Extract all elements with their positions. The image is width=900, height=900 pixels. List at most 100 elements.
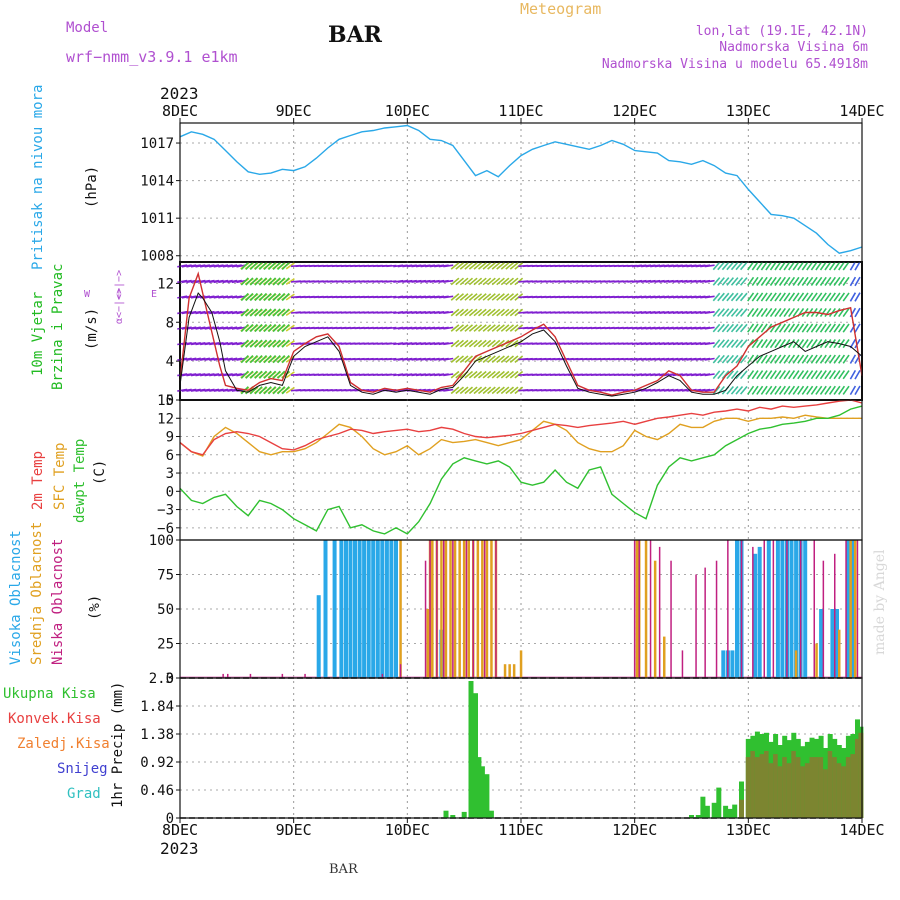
wind-barb xyxy=(751,307,759,318)
wind-barb xyxy=(792,292,800,302)
x-tick-label-bottom: 12DEC xyxy=(612,821,657,839)
wind-barb xyxy=(258,386,268,395)
wind-barb xyxy=(450,370,460,379)
x-tick-label-top: 14DEC xyxy=(839,102,884,120)
cloud-bar-0 xyxy=(389,540,394,678)
wind-barb xyxy=(245,261,254,270)
wind-barb xyxy=(854,323,861,333)
wind-barb-zone xyxy=(631,264,715,392)
wind-barb xyxy=(455,339,465,348)
wind-barb xyxy=(721,261,730,271)
wind-barb xyxy=(774,292,782,302)
wind-barb xyxy=(769,307,777,318)
precip-convective-bar xyxy=(818,757,824,818)
wind-barb xyxy=(721,339,730,349)
wind-barb xyxy=(491,355,501,364)
wind-barb xyxy=(730,308,739,317)
wind-barb xyxy=(730,277,739,286)
wind-barb xyxy=(272,323,281,333)
wind-barb xyxy=(788,323,796,333)
wind-barb xyxy=(509,308,519,317)
wind-barb xyxy=(778,354,786,364)
wind-barb xyxy=(833,261,841,271)
wind-barb xyxy=(477,293,487,301)
y-tick-label: 6 xyxy=(166,448,174,464)
wind-barb xyxy=(765,307,773,318)
wind-barb xyxy=(747,307,755,318)
x-tick-label-bottom: 9DEC xyxy=(276,821,312,839)
wind-barb xyxy=(810,354,818,364)
precip-convective-bar xyxy=(745,757,751,818)
wind-barb-zone xyxy=(393,264,454,392)
wind-barb xyxy=(505,370,515,379)
wind-barb xyxy=(477,277,487,286)
wind-barb xyxy=(245,370,254,379)
wind-barb xyxy=(509,386,519,395)
cloud-bar-2 xyxy=(304,673,306,678)
wind-barb xyxy=(824,276,832,286)
wind-barb xyxy=(477,324,487,332)
wind-barb xyxy=(254,339,263,348)
cloud-bar-2 xyxy=(658,546,661,678)
wind-barb xyxy=(443,264,454,268)
y-tick-label: −6 xyxy=(157,521,174,537)
wind-barb xyxy=(272,355,281,364)
cloud-bar-0 xyxy=(371,540,376,678)
wind-barb xyxy=(240,277,249,286)
wind-barb xyxy=(249,277,258,286)
wind-barb xyxy=(491,324,501,332)
cloud-bar-0 xyxy=(757,546,762,678)
wind-barb xyxy=(824,354,832,364)
wind-barb xyxy=(459,386,469,395)
wind-barb xyxy=(496,262,505,270)
precip-total-bar xyxy=(704,805,710,818)
x-tick-label-top: 13DEC xyxy=(726,102,771,120)
wind-barb xyxy=(704,295,715,299)
cloud-bar-2 xyxy=(638,540,640,678)
x-tick-label-bottom: 14DEC xyxy=(839,821,884,839)
wind-barb xyxy=(824,307,832,318)
x-tick-label-bottom: 13DEC xyxy=(726,821,771,839)
wind-barb-zone xyxy=(712,261,748,395)
precip-convective-bar xyxy=(786,763,792,818)
wind-barb xyxy=(468,262,478,270)
wind-barb xyxy=(464,277,474,286)
wind-barb xyxy=(788,385,796,395)
precip-convective-bar xyxy=(782,757,788,818)
wind-barb xyxy=(819,261,827,271)
cloud-bar-0 xyxy=(366,540,371,678)
wind-barb xyxy=(739,339,748,349)
wind-barb xyxy=(231,295,242,299)
wind-barb xyxy=(726,261,735,271)
wind-barb xyxy=(473,370,483,379)
y-tick-label: 0 xyxy=(166,671,174,687)
cloud-bar-2 xyxy=(452,540,454,678)
legend-graupel: Grad xyxy=(67,786,101,802)
wind-barb xyxy=(726,323,735,333)
wind-barb xyxy=(477,370,487,379)
wind-barb xyxy=(231,326,242,330)
wind-barb xyxy=(496,308,505,317)
wind-barb xyxy=(833,385,841,395)
wind-barb xyxy=(281,308,290,317)
wind-barb xyxy=(797,385,805,395)
wind-barb xyxy=(505,293,515,301)
wind-barb xyxy=(819,307,827,318)
wind-barb xyxy=(227,357,238,361)
wind-barb xyxy=(815,261,823,271)
cloud-bar-0 xyxy=(344,540,348,678)
wind-barb xyxy=(464,339,474,348)
wind-barb xyxy=(204,264,215,268)
wind-barb xyxy=(487,277,496,286)
cloud-bar-0 xyxy=(339,540,344,678)
x-tick-label-top: 8DEC xyxy=(162,102,198,120)
wind-barb xyxy=(792,307,800,318)
year-top: 2023 xyxy=(160,84,199,103)
wind-barb xyxy=(443,295,454,299)
wind-barb xyxy=(254,277,263,286)
wind-barb xyxy=(838,276,846,286)
wind-barb xyxy=(810,385,818,395)
wind-barb xyxy=(854,261,861,271)
wind-barb xyxy=(263,261,272,270)
wind-barb xyxy=(751,339,759,349)
